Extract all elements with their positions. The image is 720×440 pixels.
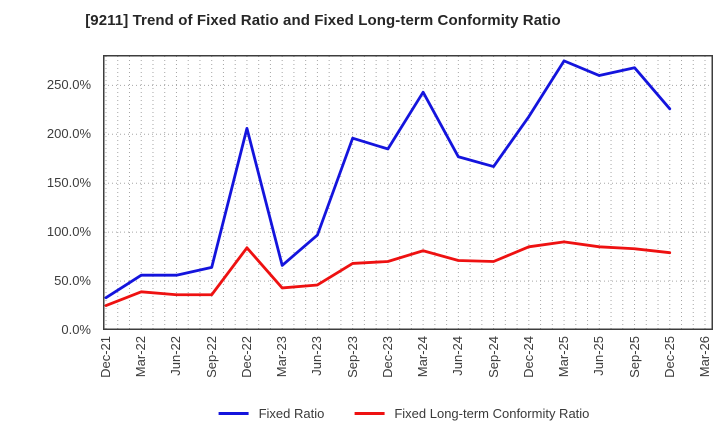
legend-line-sample	[354, 412, 385, 415]
y-axis-tick-label: 100.0%	[46, 224, 91, 240]
y-axis-tick-label: 50.0%	[54, 273, 91, 289]
x-axis-tick-label-text: Mar-22	[133, 336, 149, 378]
x-axis-tick-label: Dec-24	[521, 336, 536, 396]
x-axis-tick-label: Sep-25	[627, 336, 642, 396]
legend-line-sample	[218, 412, 249, 415]
x-axis-tick-label-text: Mar-23	[274, 336, 290, 378]
x-axis-tick-label-text: Sep-24	[485, 336, 501, 378]
x-axis-tick-label-text: Dec-25	[661, 336, 677, 378]
y-axis-tick-label: 250.0%	[46, 77, 91, 93]
x-axis-tick-label-text: Sep-22	[203, 336, 219, 378]
x-axis-tick-label: Sep-22	[204, 336, 219, 396]
series-line-fixed-long-term-conformity-ratio	[104, 240, 672, 307]
x-axis-tick-label: Dec-21	[98, 336, 113, 396]
x-axis-tick-label: Mar-24	[415, 336, 430, 396]
x-axis-tick-label: Mar-25	[556, 336, 571, 396]
x-axis-tick-label: Sep-23	[345, 336, 360, 396]
x-axis-tick-label-text: Jun-23	[309, 336, 325, 376]
x-axis-tick-label-text: Dec-23	[379, 336, 395, 378]
x-axis-tick-label-text: Dec-22	[238, 336, 254, 378]
x-axis-tick-label: Mar-26	[697, 336, 712, 396]
legend: Fixed Ratio Fixed Long-term Conformity Ra…	[218, 406, 589, 421]
y-axis-tick-label: 150.0%	[46, 175, 91, 191]
x-axis-tick-label-text: Sep-23	[344, 336, 360, 378]
legend-label: Fixed Ratio	[258, 406, 325, 421]
x-axis-tick-label-text: Mar-25	[556, 336, 572, 378]
legend-item-fixed-long-term-conformity-ratio: Fixed Long-term Conformity Ratio	[354, 406, 589, 421]
plot-area	[103, 55, 713, 330]
series-line-fixed-ratio	[104, 59, 672, 300]
y-axis-tick-label: 200.0%	[46, 126, 91, 142]
chart-title: [9211] Trend of Fixed Ratio and Fixed Lo…	[85, 12, 561, 29]
x-axis-tick-label: Dec-25	[662, 336, 677, 396]
legend-item-fixed-ratio: Fixed Ratio	[218, 406, 325, 421]
x-axis-tick-label: Sep-24	[486, 336, 501, 396]
x-axis-tick-label-text: Sep-25	[626, 336, 642, 378]
x-axis-tick-label: Mar-22	[133, 336, 148, 396]
x-axis-tick-label: Jun-23	[309, 336, 324, 396]
x-axis-tick-label-text: Jun-24	[450, 336, 466, 376]
x-axis-tick-label-text: Dec-21	[98, 336, 113, 378]
legend-label: Fixed Long-term Conformity Ratio	[394, 406, 590, 421]
x-axis-tick-label-text: Dec-24	[520, 336, 536, 378]
x-axis-tick-label: Jun-22	[168, 336, 183, 396]
x-axis-tick-label-text: Mar-26	[697, 336, 712, 378]
x-axis-tick-label-text: Mar-24	[415, 336, 431, 378]
chart-canvas	[103, 55, 713, 330]
y-axis-tick-label: 0.0%	[61, 322, 91, 337]
x-axis-tick-label-text: Jun-22	[168, 336, 184, 376]
x-axis-tick-label: Dec-22	[239, 336, 254, 396]
x-axis-tick-label: Jun-24	[450, 336, 465, 396]
axis-frame	[103, 55, 713, 330]
x-axis-tick-label: Mar-23	[274, 336, 289, 396]
x-axis-tick-label-text: Jun-25	[591, 336, 607, 376]
x-axis-tick-label: Dec-23	[380, 336, 395, 396]
x-axis-tick-label: Jun-25	[591, 336, 606, 396]
